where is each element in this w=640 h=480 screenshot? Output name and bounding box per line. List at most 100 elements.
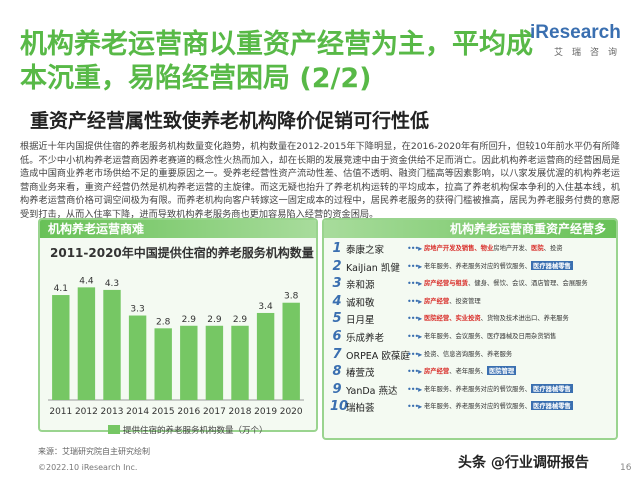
service-item: 、健身、餐饮、会议、酒店管理、会展服务 [468,280,588,288]
arrow-dots-icon: •••▸ [407,331,422,341]
operator-rank: 1 [332,241,342,256]
tick-label-2011: 2011 [49,407,72,417]
operator-rank: 7 [332,346,342,362]
operator-rank: 3 [332,276,342,292]
operator-row: 3 亲和源 •••▸ 房产经营与租赁、健身、餐饮、会议、酒店管理、会展服务 [328,275,612,293]
bar-2017 [205,325,224,400]
bar-2013 [103,289,121,400]
chart-legend: 提供住宿的养老服务机构数量（万个） [108,424,268,436]
operator-row: 7 ORPEA 欧葆庭 •••▸ 投资、信息咨询服务、养老服务 [328,346,612,364]
data-label-2020: 3.8 [284,292,299,302]
operator-services: 老年服务、养老服务对应的餐饮服务、 医疗器械零售 [424,401,573,411]
operator-rank: 9 [332,381,342,397]
service-item: 医院 [531,245,544,252]
service-item: 、老年服务、 [449,368,487,376]
tick-label-2014: 2014 [126,407,149,417]
operator-row: 1 泰康之家 •••▸ 房地产开发及销售、物业房地产开发、医院、投资 [328,240,612,258]
logo-wordmark: iResearch [530,22,621,43]
operator-row: 2 KaiJian 凯健 •••▸ 老年服务、养老服务对应的餐饮服务、 医疗器械零售 [328,258,612,276]
chart-panel-tab: 机构养老运营商难 [40,220,316,238]
bar-2011 [52,295,70,400]
tick-label-2016: 2016 [177,407,200,417]
data-label-2016: 2.9 [182,315,197,325]
data-label-2017: 2.9 [207,315,222,325]
tick-label-2013: 2013 [101,407,124,417]
service-item: 医疗器械零售 [531,383,573,393]
operator-row: 9 YanDa 燕达 •••▸ 老年服务、养老服务对应的餐饮服务、 医疗器械零售 [328,381,612,399]
operator-name: 诚和敬 [346,297,375,309]
source-note: 来源：艾瑞研究院自主研究绘制 [38,447,150,456]
service-item: 、投资 [543,245,563,252]
service-item: 房产经营与租赁 [424,280,469,288]
operator-services: 老年服务、会议服务、医疗器械及日用杂货销售 [424,331,556,340]
operator-services: 老年服务、养老服务对应的餐饮服务、 医疗器械零售 [424,260,573,270]
operator-rank: 10 [330,399,349,415]
operator-rank: 8 [332,364,342,380]
bar-2012 [77,287,96,400]
arrow-dots-icon: •••▸ [407,314,422,324]
operator-rank: 4 [332,293,342,309]
tick-label-2020: 2020 [280,407,303,417]
operator-name: 泰康之家 [346,245,385,256]
section-subtitle: 重资产经营属性致使养老机构降价促销可行性低 [30,110,430,132]
bar-2018 [231,325,249,400]
operator-services: 房产经营与租赁、健身、餐饮、会议、酒店管理、会展服务 [424,278,588,287]
bar-2016 [180,325,198,400]
service-item: 老年服务、养老服务对应的餐饮服务、 [424,403,532,411]
logo-subtext: 艾瑞咨询 [554,48,627,58]
data-label-2014: 3.3 [130,305,144,315]
bar-2014 [128,315,147,400]
legend-label: 提供住宿的养老服务机构数量（万个） [123,426,268,436]
arrow-dots-icon: •••▸ [407,384,422,394]
arrow-dots-icon: •••▸ [407,279,422,289]
operator-services: 房产经营、老年服务、 医院管理 [424,366,517,376]
operator-services: 投资、信息咨询服务、养老服务 [424,349,512,358]
service-item: 房地产开发、 [493,245,532,252]
operator-row: 10 瑞柏荟 •••▸ 老年服务、养老服务对应的餐饮服务、 医疗器械零售 [328,398,612,416]
service-item: 医疗器械零售 [531,260,573,270]
operator-row: 8 椿萱茂 •••▸ 房产经营、老年服务、 医院管理 [328,363,612,381]
page-title: 机构养老运营商以重资产经营为主，平均成本沉重，易陷经营困局 (2/2) [20,29,533,94]
service-item: 房产经营 [424,368,450,376]
service-item: 老年服务、养老服务对应的餐饮服务、 [424,262,532,270]
operator-name: 瑞柏荟 [346,403,375,415]
operator-name: KaiJian 凯健 [346,262,400,274]
operator-rank: 6 [332,328,342,344]
operator-name: 乐成养老 [346,332,385,344]
service-item: 投资、信息咨询服务、养老服务 [424,350,513,358]
operator-name: 椿萱茂 [346,368,375,380]
arrow-dots-icon: •••▸ [407,349,422,359]
operator-rank: 2 [332,258,342,274]
service-item: 、投资管理 [449,297,481,305]
copyright: ©2022.10 iResearch Inc. [38,463,138,472]
operator-row: 6 乐成养老 •••▸ 老年服务、会议服务、医疗器械及日用杂货销售 [328,328,612,346]
data-label-2018: 2.9 [233,315,248,325]
arrow-dots-icon: •••▸ [407,402,422,412]
operator-services: 老年服务、养老服务对应的餐饮服务、 医疗器械零售 [424,383,573,393]
arrow-dots-icon: •••▸ [407,261,422,271]
service-item: 医院经营、实业投资 [424,315,481,323]
bar-2015 [154,328,172,400]
page-number: 16 [620,463,632,473]
data-label-2019: 3.4 [258,302,273,312]
operators-list: 1 泰康之家 •••▸ 房地产开发及销售、物业房地产开发、医院、投资 2 KaiJian … [328,240,612,416]
service-item: 房产经营 [424,297,450,305]
tick-label-2012: 2012 [75,407,98,417]
operator-row: 5 日月星 •••▸ 医院经营、实业投资、货物及技术进出口、养老服务 [328,310,612,328]
legend-swatch [108,425,120,434]
data-label-2013: 4.3 [105,279,119,289]
operators-panel-tab: 机构养老运营商重资产经营多 [324,220,616,238]
service-item: 医院管理 [486,366,517,376]
tick-label-2017: 2017 [203,407,226,417]
arrow-dots-icon: •••▸ [407,296,422,306]
arrow-dots-icon: •••▸ [407,367,422,377]
tick-label-2018: 2018 [229,407,252,417]
operator-name: ORPEA 欧葆庭 [346,350,410,362]
bar-2020 [282,302,300,400]
service-item: 、货物及技术进出口、养老服务 [480,315,569,323]
operator-services: 医院经营、实业投资、货物及技术进出口、养老服务 [424,313,569,322]
operator-name: YanDa 燕达 [346,385,398,397]
operator-name: 亲和源 [346,280,375,292]
bar-2019 [256,312,275,400]
operator-services: 房地产开发及销售、物业房地产开发、医院、投资 [424,243,563,252]
